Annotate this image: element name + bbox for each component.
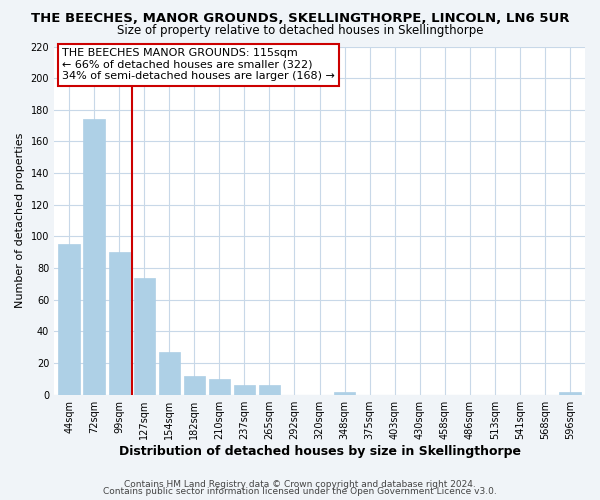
Bar	[234, 385, 255, 394]
Bar	[259, 385, 280, 394]
Text: Contains HM Land Registry data © Crown copyright and database right 2024.: Contains HM Land Registry data © Crown c…	[124, 480, 476, 489]
Bar	[83, 120, 105, 394]
Bar	[334, 392, 355, 394]
Text: THE BEECHES, MANOR GROUNDS, SKELLINGTHORPE, LINCOLN, LN6 5UR: THE BEECHES, MANOR GROUNDS, SKELLINGTHOR…	[31, 12, 569, 26]
Bar	[559, 392, 581, 394]
Bar	[109, 252, 130, 394]
Bar	[209, 379, 230, 394]
Text: Contains public sector information licensed under the Open Government Licence v3: Contains public sector information licen…	[103, 488, 497, 496]
Text: Size of property relative to detached houses in Skellingthorpe: Size of property relative to detached ho…	[117, 24, 483, 37]
X-axis label: Distribution of detached houses by size in Skellingthorpe: Distribution of detached houses by size …	[119, 444, 521, 458]
Text: THE BEECHES MANOR GROUNDS: 115sqm
← 66% of detached houses are smaller (322)
34%: THE BEECHES MANOR GROUNDS: 115sqm ← 66% …	[62, 48, 335, 82]
Bar	[134, 278, 155, 394]
Bar	[158, 352, 180, 395]
Y-axis label: Number of detached properties: Number of detached properties	[15, 133, 25, 308]
Bar	[184, 376, 205, 394]
Bar	[58, 244, 80, 394]
